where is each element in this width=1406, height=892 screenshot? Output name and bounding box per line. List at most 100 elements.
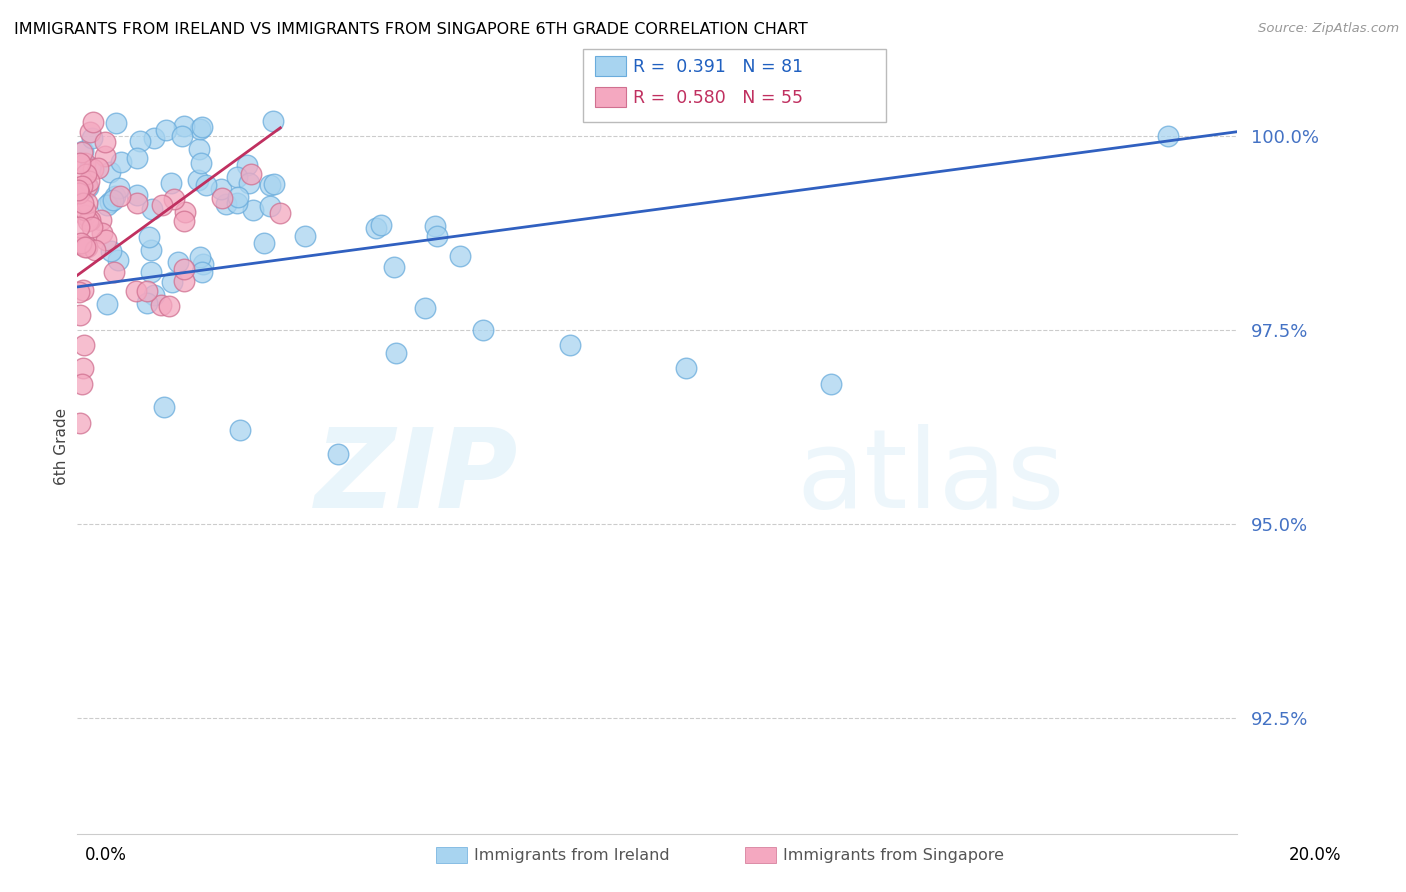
- Point: [139, 265, 162, 279]
- Point: [70, 376, 93, 391]
- Point: [1156, 128, 1178, 143]
- Point: [73, 208, 96, 222]
- Point: [141, 202, 163, 216]
- Point: [90, 213, 112, 227]
- Point: [138, 230, 160, 244]
- Text: Immigrants from Singapore: Immigrants from Singapore: [783, 848, 1004, 863]
- Text: R =  0.580   N = 55: R = 0.580 N = 55: [633, 89, 803, 107]
- Point: [107, 252, 129, 267]
- Point: [100, 244, 122, 258]
- Point: [139, 243, 162, 257]
- Point: [187, 173, 209, 187]
- Point: [238, 176, 260, 190]
- Point: [190, 155, 212, 169]
- Point: [75, 240, 97, 254]
- Point: [155, 123, 177, 137]
- Point: [94, 233, 117, 247]
- Point: [96, 198, 118, 212]
- Point: [173, 214, 195, 228]
- Point: [76, 178, 98, 193]
- Point: [91, 226, 114, 240]
- Point: [160, 275, 183, 289]
- Point: [69, 236, 91, 251]
- Text: IMMIGRANTS FROM IRELAND VS IMMIGRANTS FROM SINGAPORE 6TH GRADE CORRELATION CHART: IMMIGRANTS FROM IRELAND VS IMMIGRANTS FR…: [14, 22, 808, 37]
- Point: [70, 145, 93, 159]
- Point: [101, 193, 124, 207]
- Point: [191, 265, 214, 279]
- Point: [104, 116, 127, 130]
- Point: [125, 196, 148, 211]
- Point: [87, 161, 110, 176]
- Point: [69, 155, 91, 169]
- Text: atlas: atlas: [796, 424, 1064, 531]
- Point: [76, 239, 98, 253]
- Point: [163, 192, 186, 206]
- Point: [94, 135, 117, 149]
- Point: [225, 195, 247, 210]
- Point: [294, 229, 316, 244]
- Point: [259, 178, 281, 192]
- Point: [79, 160, 101, 174]
- Point: [173, 205, 195, 219]
- Point: [98, 194, 121, 209]
- Point: [67, 180, 90, 194]
- Point: [426, 228, 449, 243]
- Point: [136, 296, 159, 310]
- Point: [153, 400, 176, 414]
- Point: [125, 284, 148, 298]
- Point: [127, 151, 149, 165]
- Point: [72, 361, 94, 376]
- Point: [263, 177, 285, 191]
- Point: [110, 188, 132, 202]
- Point: [79, 213, 101, 227]
- Point: [413, 301, 436, 315]
- Point: [215, 197, 238, 211]
- Point: [259, 199, 281, 213]
- Point: [76, 196, 98, 211]
- Point: [173, 274, 195, 288]
- Point: [107, 181, 129, 195]
- Point: [82, 115, 104, 129]
- Point: [560, 338, 582, 352]
- Point: [159, 299, 181, 313]
- Point: [67, 285, 90, 299]
- Text: Immigrants from Ireland: Immigrants from Ireland: [474, 848, 669, 863]
- Point: [370, 219, 392, 233]
- Point: [76, 180, 98, 194]
- Point: [242, 202, 264, 217]
- Point: [262, 114, 284, 128]
- Point: [173, 119, 195, 133]
- Point: [190, 250, 212, 264]
- Point: [135, 284, 157, 298]
- Point: [69, 416, 91, 430]
- Text: 20.0%: 20.0%: [1288, 847, 1341, 864]
- Text: R =  0.391   N = 81: R = 0.391 N = 81: [633, 58, 803, 76]
- Point: [75, 167, 97, 181]
- Point: [69, 308, 91, 322]
- Point: [150, 298, 173, 312]
- Point: [67, 220, 90, 235]
- Point: [209, 182, 232, 196]
- Point: [159, 176, 181, 190]
- Point: [82, 220, 104, 235]
- Point: [70, 238, 93, 252]
- Point: [240, 167, 263, 181]
- Point: [84, 243, 107, 257]
- Point: [253, 235, 276, 250]
- Point: [98, 165, 121, 179]
- Point: [191, 120, 214, 135]
- Point: [143, 131, 166, 145]
- Point: [103, 264, 125, 278]
- Point: [188, 121, 211, 136]
- Point: [172, 128, 194, 143]
- Point: [385, 346, 408, 360]
- Point: [128, 134, 150, 148]
- Point: [127, 188, 149, 202]
- Point: [366, 221, 388, 235]
- Point: [228, 424, 252, 438]
- Point: [226, 169, 249, 184]
- Point: [67, 183, 90, 197]
- Text: 0.0%: 0.0%: [84, 847, 127, 864]
- Point: [142, 287, 165, 301]
- Point: [79, 125, 101, 139]
